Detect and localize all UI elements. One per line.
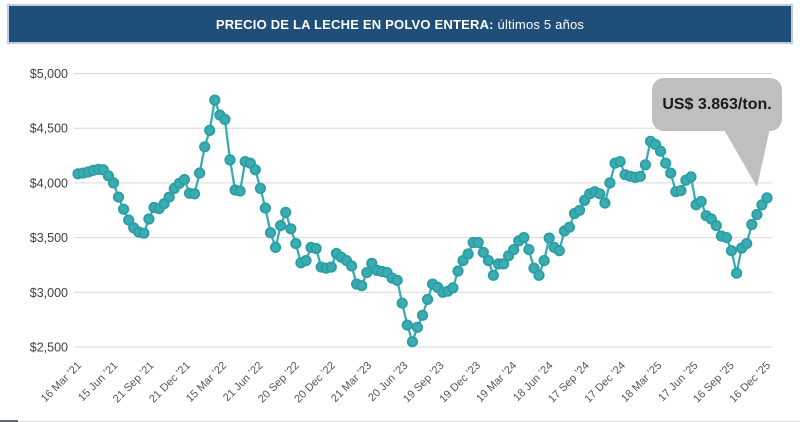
data-point-marker <box>553 245 565 257</box>
data-point-marker <box>538 255 550 267</box>
data-point-marker <box>290 238 302 250</box>
data-point-marker <box>730 267 743 279</box>
data-point-marker <box>482 255 494 267</box>
data-point-marker <box>194 167 206 179</box>
data-point-marker <box>204 124 216 136</box>
data-point-marker <box>401 319 413 331</box>
data-point-marker <box>188 188 201 200</box>
data-point-marker <box>594 188 606 200</box>
data-point-marker <box>477 246 489 258</box>
data-point-marker <box>675 185 687 197</box>
price-callout-label: US$ 3.863/ton. <box>662 95 772 113</box>
data-point-marker <box>163 191 175 203</box>
data-point-marker <box>660 157 672 169</box>
data-point-marker <box>411 321 423 333</box>
data-point-marker <box>264 227 277 239</box>
chart-subtitle: últimos 5 años <box>493 16 585 32</box>
data-point-marker <box>356 280 368 292</box>
data-point-marker <box>462 248 474 260</box>
data-point-marker <box>224 154 236 166</box>
data-point-marker <box>396 297 408 309</box>
data-point-marker <box>249 164 261 176</box>
data-point-marker <box>751 209 763 221</box>
data-point-marker <box>639 159 652 171</box>
data-point-marker <box>695 195 707 208</box>
data-point-marker <box>123 214 135 226</box>
data-point-marker <box>523 244 535 256</box>
data-point-marker <box>259 202 271 214</box>
data-point-marker <box>361 266 373 279</box>
data-point-marker <box>143 213 155 225</box>
data-point-marker <box>665 167 677 179</box>
data-point-marker <box>543 232 555 244</box>
data-point-marker <box>391 274 403 286</box>
data-point-marker <box>497 258 510 270</box>
data-point-marker <box>573 204 586 216</box>
data-point-marker <box>280 206 292 218</box>
y-axis-tick-label: $5,000 <box>30 67 68 81</box>
bottom-corner-mark <box>0 420 18 422</box>
data-point-marker <box>634 170 646 182</box>
data-point-marker <box>178 174 190 186</box>
data-point-marker <box>421 293 434 305</box>
data-point-marker <box>325 261 337 273</box>
y-axis-tick-label: $4,500 <box>30 122 68 136</box>
data-point-marker <box>300 255 312 267</box>
data-point-marker <box>345 260 358 272</box>
data-point-marker <box>685 171 697 183</box>
data-point-marker <box>274 220 287 232</box>
data-point-marker <box>219 113 231 126</box>
data-point-marker <box>310 242 322 255</box>
data-point-marker <box>720 232 733 244</box>
data-point-marker <box>138 227 150 239</box>
data-point-marker <box>199 141 211 153</box>
data-point-marker <box>508 244 520 256</box>
data-point-marker <box>406 336 418 348</box>
data-point-marker <box>604 177 616 189</box>
data-point-marker <box>599 197 611 209</box>
data-point-marker <box>654 145 667 157</box>
data-point-marker <box>269 241 282 253</box>
data-point-marker <box>741 238 753 250</box>
chart-title: PRECIO DE LA LECHE EN POLVO ENTERA: <box>215 16 494 32</box>
data-point-marker <box>761 192 773 204</box>
data-point-marker <box>234 185 246 197</box>
price-line <box>76 98 769 343</box>
data-point-marker <box>472 236 484 249</box>
data-point-marker <box>563 221 576 233</box>
data-point-marker <box>487 269 499 281</box>
data-point-marker <box>118 203 130 215</box>
callout-tail-icon <box>723 128 770 187</box>
data-point-marker <box>746 218 758 231</box>
data-point-marker <box>710 220 722 232</box>
chart-title-bar: PRECIO DE LA LECHE EN POLVO ENTERA: últi… <box>7 4 793 44</box>
price-callout-bubble: US$ 3.863/ton. <box>652 78 782 131</box>
data-point-marker <box>447 282 459 294</box>
data-point-marker <box>533 269 545 281</box>
data-point-marker <box>254 182 266 194</box>
y-axis-tick-label: $2,500 <box>30 341 68 355</box>
data-point-marker <box>725 245 738 257</box>
data-point-marker <box>107 177 120 189</box>
data-point-marker <box>614 156 626 168</box>
data-point-marker <box>285 223 297 235</box>
data-point-marker <box>518 232 530 244</box>
data-point-marker <box>209 94 221 106</box>
data-point-marker <box>112 191 125 203</box>
y-axis-tick-label: $3,000 <box>30 286 68 300</box>
data-point-marker <box>416 309 429 321</box>
y-axis-tick-label: $4,000 <box>30 176 68 190</box>
y-axis-tick-label: $3,500 <box>30 231 68 245</box>
data-point-marker <box>452 265 464 277</box>
